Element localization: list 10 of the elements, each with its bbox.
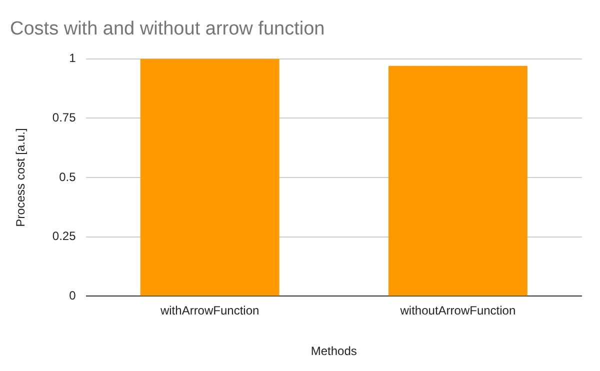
x-axis-title: Methods bbox=[310, 344, 357, 358]
y-tick-label: 0.5 bbox=[59, 170, 76, 184]
y-tick-label: 1 bbox=[69, 51, 76, 66]
x-tick-label: withoutArrowFunction bbox=[399, 304, 516, 318]
chart-title: Costs with and without arrow function bbox=[10, 18, 325, 40]
y-axis-title: Process cost [a.u.] bbox=[14, 128, 28, 227]
y-tick-label: 0.75 bbox=[52, 110, 76, 124]
x-tick-label: withArrowFunction bbox=[159, 304, 260, 318]
y-tick-label: 0 bbox=[69, 288, 76, 303]
y-tick-label: 0.25 bbox=[52, 229, 76, 244]
